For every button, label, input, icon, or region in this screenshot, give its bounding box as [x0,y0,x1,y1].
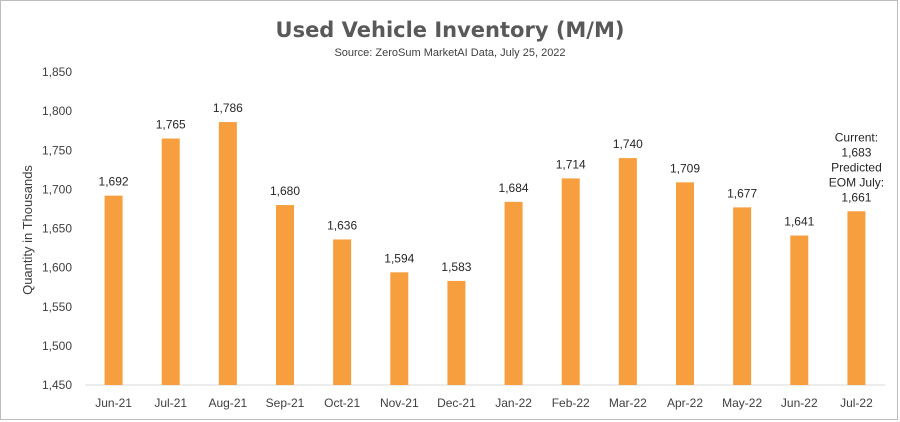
data-label: 1,786 [213,101,243,115]
data-label: 1,740 [613,137,643,151]
x-tick-label: Oct-21 [324,396,360,410]
x-tick-label: Jul-22 [840,396,873,410]
x-tick-label: Jul-21 [154,396,187,410]
data-label: 1,641 [784,215,814,229]
data-label: 1,692 [99,175,129,189]
data-label: 1,583 [441,260,471,274]
chart-title: Used Vehicle Inventory (M/M) [275,18,625,42]
bar [847,211,866,385]
bar [104,195,123,385]
y-tick-label: 1,800 [42,104,72,118]
bar [218,122,237,385]
bar [161,138,180,385]
bar [447,280,466,385]
bar [504,201,523,385]
y-tick-label: 1,550 [42,300,72,314]
y-tick-label: 1,700 [42,182,72,196]
bar [561,178,580,385]
x-tick-label: May-22 [722,396,762,410]
y-tick-label: 1,650 [42,222,72,236]
bar [790,235,809,385]
y-tick-label: 1,500 [42,339,72,353]
y-tick-label: 1,750 [42,143,72,157]
x-tick-label: Aug-21 [209,396,248,410]
y-tick-label: 1,450 [42,378,72,392]
x-tick-label: Jan-22 [495,396,532,410]
data-labels: 1,692 1,765 1,786 1,680 1,636 1,594 1,583 1,684… [99,101,885,274]
y-tick-label: 1,600 [42,261,72,275]
chart-subtitle: Source: ZeroSum MarketAI Data, July 25, … [334,47,566,59]
data-label: 1,714 [556,157,586,171]
data-label: 1,765 [156,118,186,132]
bar [676,182,694,385]
x-tick-label: Nov-21 [380,396,419,410]
x-tick-label: Sep-21 [266,396,305,410]
data-label: 1,677 [727,186,757,200]
x-tick-label: Apr-22 [667,396,703,410]
data-label: 1,594 [384,251,414,265]
data-label: 1,684 [499,181,529,195]
bar [733,207,752,385]
data-label: 1,636 [327,218,357,232]
bar [618,158,637,385]
bar [390,272,409,385]
data-label: 1,709 [670,161,700,175]
x-tick-label: Dec-21 [437,396,476,410]
y-axis-label: Quantity in Thousands [20,165,35,295]
x-tick-labels: Jun-21 Jul-21 Aug-21 Sep-21 Oct-21 Nov-21 Dec-… [95,396,873,410]
y-tick-label: 1,850 [42,65,72,79]
x-tick-label: Jun-21 [95,396,132,410]
bar [276,205,294,385]
x-tick-label: Feb-22 [552,396,590,410]
bar [333,239,352,385]
data-label: Current: 1,683 Predicted EOM July: 1,661 [829,130,884,204]
y-tick-labels: 1,450 1,500 1,550 1,600 1,650 1,700 1,750 1,800… [42,65,72,392]
x-tick-label: Mar-22 [609,396,647,410]
bars [104,122,866,385]
x-tick-label: Jun-22 [781,396,818,410]
data-label: 1,680 [270,184,300,198]
